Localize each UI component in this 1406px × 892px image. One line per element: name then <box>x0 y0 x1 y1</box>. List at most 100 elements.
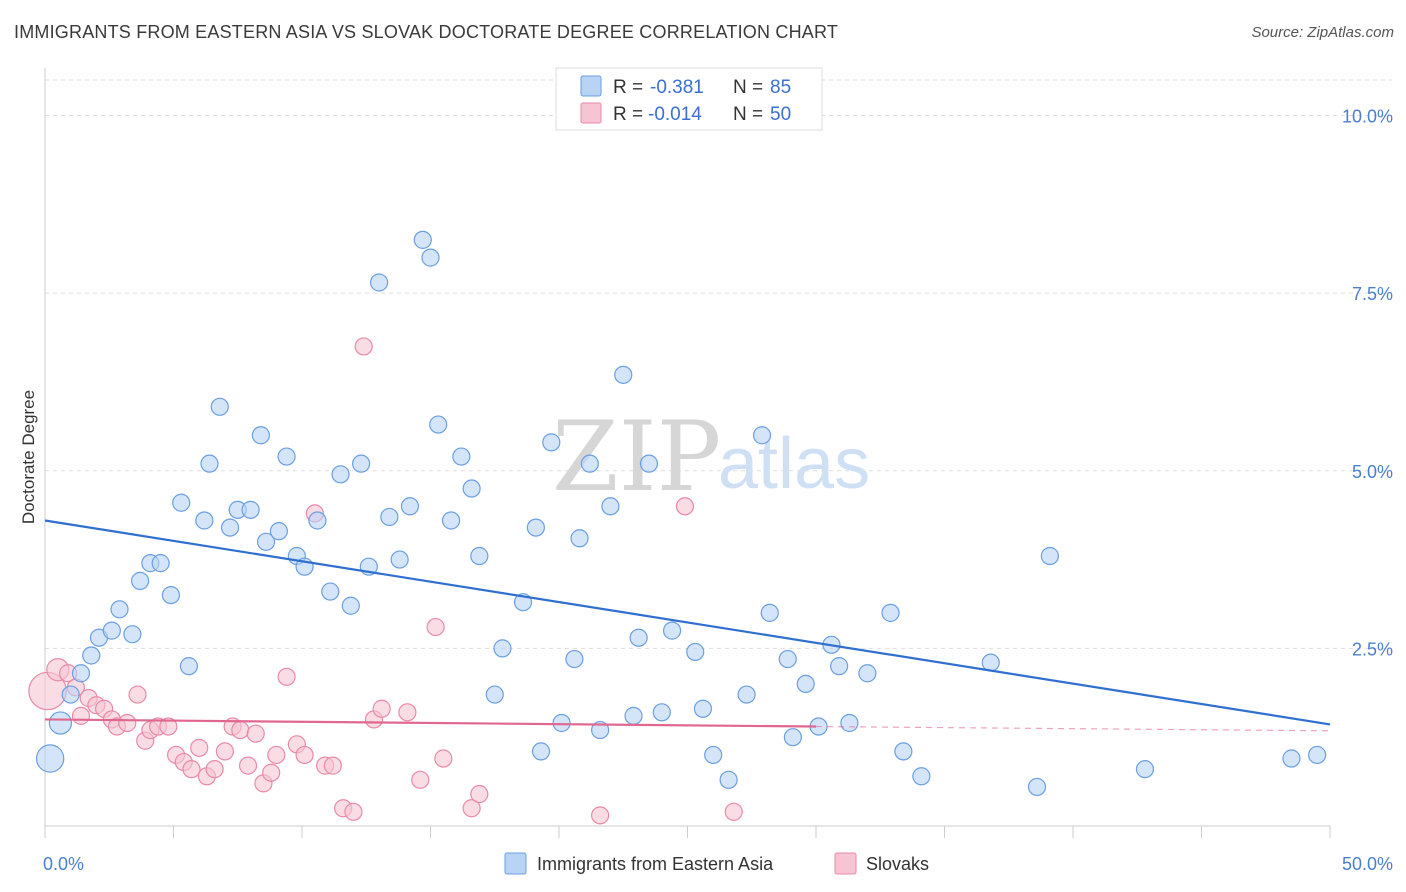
data-point <box>246 724 265 743</box>
data-point <box>172 493 191 512</box>
watermark: ZIP atlas <box>552 401 870 513</box>
legend-swatch-pink <box>580 102 602 124</box>
data-point <box>570 529 589 548</box>
data-point <box>421 248 440 267</box>
data-point <box>35 744 65 773</box>
bottom-legend-label: Immigrants from Eastern Asia <box>537 854 774 874</box>
data-point <box>1040 546 1059 566</box>
data-point <box>151 554 170 573</box>
data-point <box>344 802 363 821</box>
data-point <box>881 603 900 622</box>
data-point <box>413 230 432 249</box>
data-point <box>182 760 201 779</box>
data-point <box>308 511 327 530</box>
data-point <box>629 628 648 647</box>
data-point <box>323 756 342 775</box>
chart-title: IMMIGRANTS FROM EASTERN ASIA VS SLOVAK D… <box>14 22 839 42</box>
y-tick-label: 7.5% <box>1352 284 1393 304</box>
legend: R = -0.381 N = 85 R = -0.014 N = 50 <box>555 67 823 131</box>
data-point <box>693 699 713 718</box>
data-point <box>269 522 288 541</box>
data-point <box>1135 760 1155 779</box>
data-point <box>1308 745 1327 765</box>
data-point <box>462 479 481 498</box>
x-tick-label: 0.0% <box>43 854 84 874</box>
data-point <box>426 617 445 637</box>
data-point <box>295 745 314 765</box>
data-point <box>526 518 545 537</box>
data-point <box>215 742 234 761</box>
data-point <box>783 728 802 747</box>
trend-line-eastern-asia <box>44 519 1331 726</box>
data-point <box>796 674 815 694</box>
data-point <box>159 717 178 736</box>
data-point <box>82 646 101 665</box>
data-point <box>71 664 91 683</box>
data-point <box>652 703 671 722</box>
data-point <box>737 685 756 704</box>
data-point <box>858 664 877 683</box>
data-point <box>341 596 360 615</box>
legend-n-value: 85 <box>770 77 791 98</box>
data-point <box>441 511 461 530</box>
data-point <box>372 699 391 718</box>
data-point <box>231 720 250 740</box>
data-point <box>840 713 859 733</box>
data-point <box>830 657 849 676</box>
data-point <box>724 802 743 821</box>
data-point <box>580 454 599 473</box>
data-point <box>411 770 430 789</box>
data-point <box>370 273 389 292</box>
data-point <box>195 511 214 530</box>
data-point <box>238 756 258 775</box>
trend-lines <box>44 519 1331 732</box>
data-point <box>205 760 224 779</box>
data-point <box>470 784 489 804</box>
data-point <box>485 685 504 704</box>
data-point <box>102 621 121 640</box>
data-point <box>380 507 399 527</box>
data-point <box>118 713 137 733</box>
data-point <box>321 582 340 601</box>
legend-r-label: R = <box>613 104 643 125</box>
data-point <box>210 397 229 416</box>
data-point <box>277 447 296 466</box>
data-point <box>686 642 705 662</box>
trend-line-slovaks-extension <box>815 725 1331 732</box>
legend-r-value: -0.014 <box>648 104 702 125</box>
data-point <box>352 454 371 473</box>
watermark-zip: ZIP <box>552 401 721 513</box>
data-point <box>493 639 512 658</box>
data-point <box>429 415 448 434</box>
data-point <box>251 426 270 445</box>
data-point <box>591 720 610 740</box>
y-tick-label: 2.5% <box>1352 639 1393 659</box>
data-point <box>894 742 913 761</box>
data-point <box>452 447 471 466</box>
data-point <box>704 745 723 765</box>
data-point <box>48 711 73 735</box>
data-point <box>624 706 643 725</box>
data-point <box>200 454 219 473</box>
data-point <box>61 685 80 704</box>
data-point <box>601 497 620 516</box>
data-point <box>241 500 260 519</box>
data-point <box>262 763 281 782</box>
y-axis-label: Doctorate Degree <box>19 390 38 524</box>
data-point <box>462 799 481 818</box>
data-point <box>398 703 417 722</box>
data-point <box>434 749 453 768</box>
legend-n-value: 50 <box>770 104 791 125</box>
bottom-legend-swatch-blue <box>504 852 527 875</box>
data-point <box>130 571 150 590</box>
data-point <box>161 585 181 605</box>
data-point <box>565 649 584 669</box>
data-point <box>662 621 682 640</box>
grid-lines <box>45 79 1392 649</box>
data-point <box>256 532 276 551</box>
bottom-legend: Immigrants from Eastern Asia Slovaks <box>504 852 929 875</box>
data-point <box>614 365 633 384</box>
legend-r-value: -0.381 <box>650 77 704 98</box>
y-tick-label: 5.0% <box>1352 462 1393 482</box>
